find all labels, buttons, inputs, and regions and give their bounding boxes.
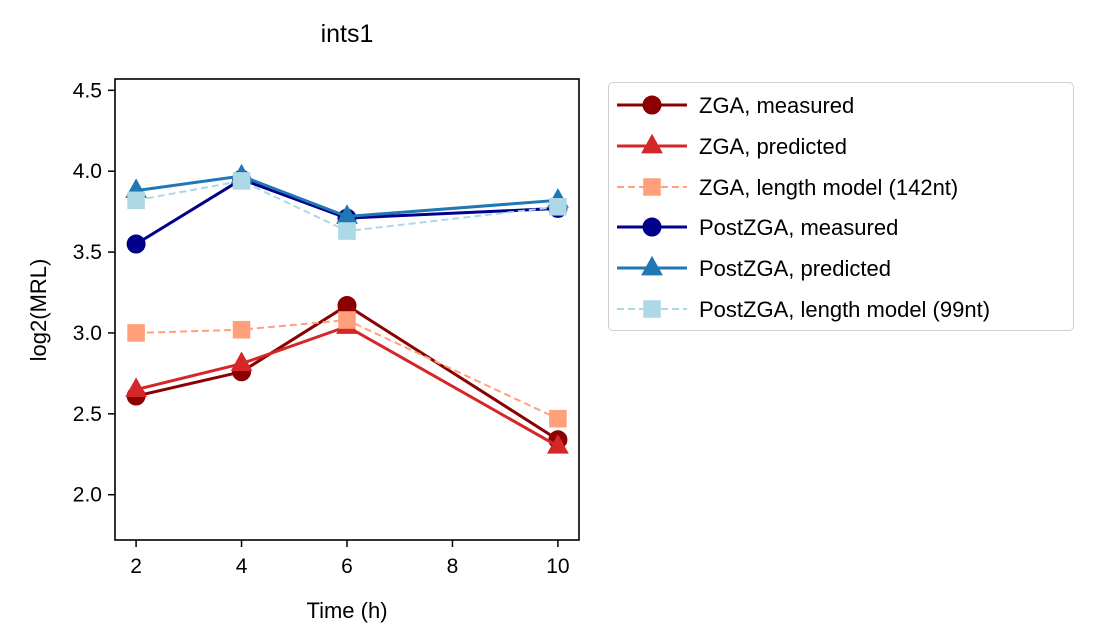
legend-swatch: [617, 300, 687, 318]
legend-label: ZGA, length model (142nt): [699, 174, 959, 200]
y-tick-label: 4.0: [73, 160, 102, 183]
x-tick-label: 2: [130, 555, 142, 578]
plot-area: [125, 163, 569, 454]
legend: ZGA, measured ZGA, predicted ZGA, length m…: [608, 82, 1074, 331]
legend-marker: [642, 95, 662, 115]
data-point: [230, 351, 253, 372]
x-tick-label: 10: [546, 555, 569, 578]
legend-label: PostZGA, measured: [699, 215, 899, 241]
legend-item: PostZGA, predicted: [609, 248, 1073, 288]
data-point: [549, 198, 567, 216]
series-line: [135, 174, 559, 219]
series-3: [127, 311, 567, 428]
legend-item: PostZGA, length model (99nt): [609, 289, 1073, 329]
data-point: [547, 433, 569, 454]
data-point: [125, 377, 147, 397]
series-1: [126, 295, 568, 450]
y-tick-label: 3.0: [73, 322, 102, 345]
legend-swatch: [617, 177, 687, 196]
x-axis-label: Time (h): [306, 598, 387, 623]
series-line: [135, 179, 559, 233]
y-tick-label: 2.5: [73, 403, 102, 426]
legend-marker: [643, 177, 661, 196]
legend-item: ZGA, length model (142nt): [609, 167, 1073, 207]
series-line: [135, 177, 558, 246]
x-tick-label: 8: [447, 555, 459, 578]
legend-item: PostZGA, measured: [609, 207, 1073, 247]
legend-marker: [641, 255, 663, 276]
y-tick-label: 3.5: [73, 241, 102, 264]
legend-label: PostZGA, length model (99nt): [699, 297, 991, 322]
y-axis: 2.0 2.5 3.0 3.5 4.0 4.5: [73, 79, 115, 507]
legend-label: ZGA, measured: [699, 93, 855, 118]
chart-title: ints1: [321, 20, 374, 48]
series-line: [136, 318, 559, 420]
legend-label: ZGA, predicted: [699, 133, 847, 159]
data-point: [549, 409, 567, 428]
x-tick-label: 4: [236, 555, 248, 578]
y-axis-label: log2(MRL): [26, 259, 51, 362]
data-point: [338, 311, 356, 329]
y-tick-label: 2.0: [73, 484, 102, 507]
data-point: [127, 324, 145, 342]
data-point: [232, 172, 251, 190]
series-line: [135, 324, 559, 448]
legend-label: PostZGA, predicted: [699, 256, 891, 282]
legend-marker: [642, 217, 662, 237]
legend-marker: [641, 133, 663, 154]
data-point: [126, 234, 146, 254]
data-point: [338, 222, 356, 240]
x-tick-label: 6: [341, 555, 353, 578]
x-axis: 2 4 6 8 10: [130, 540, 570, 578]
y-tick-label: 4.5: [73, 79, 102, 102]
legend-swatch: [617, 255, 687, 276]
legend-marker: [643, 300, 661, 318]
data-point: [232, 320, 251, 339]
legend-swatch: [617, 95, 687, 115]
legend-item: ZGA, predicted: [609, 126, 1073, 166]
series-6: [127, 172, 567, 240]
legend-swatch: [617, 133, 687, 154]
series-line: [135, 303, 559, 441]
series-5: [125, 163, 569, 224]
legend-swatch: [617, 217, 687, 237]
data-point: [127, 191, 145, 210]
legend-item: ZGA, measured: [609, 85, 1073, 125]
